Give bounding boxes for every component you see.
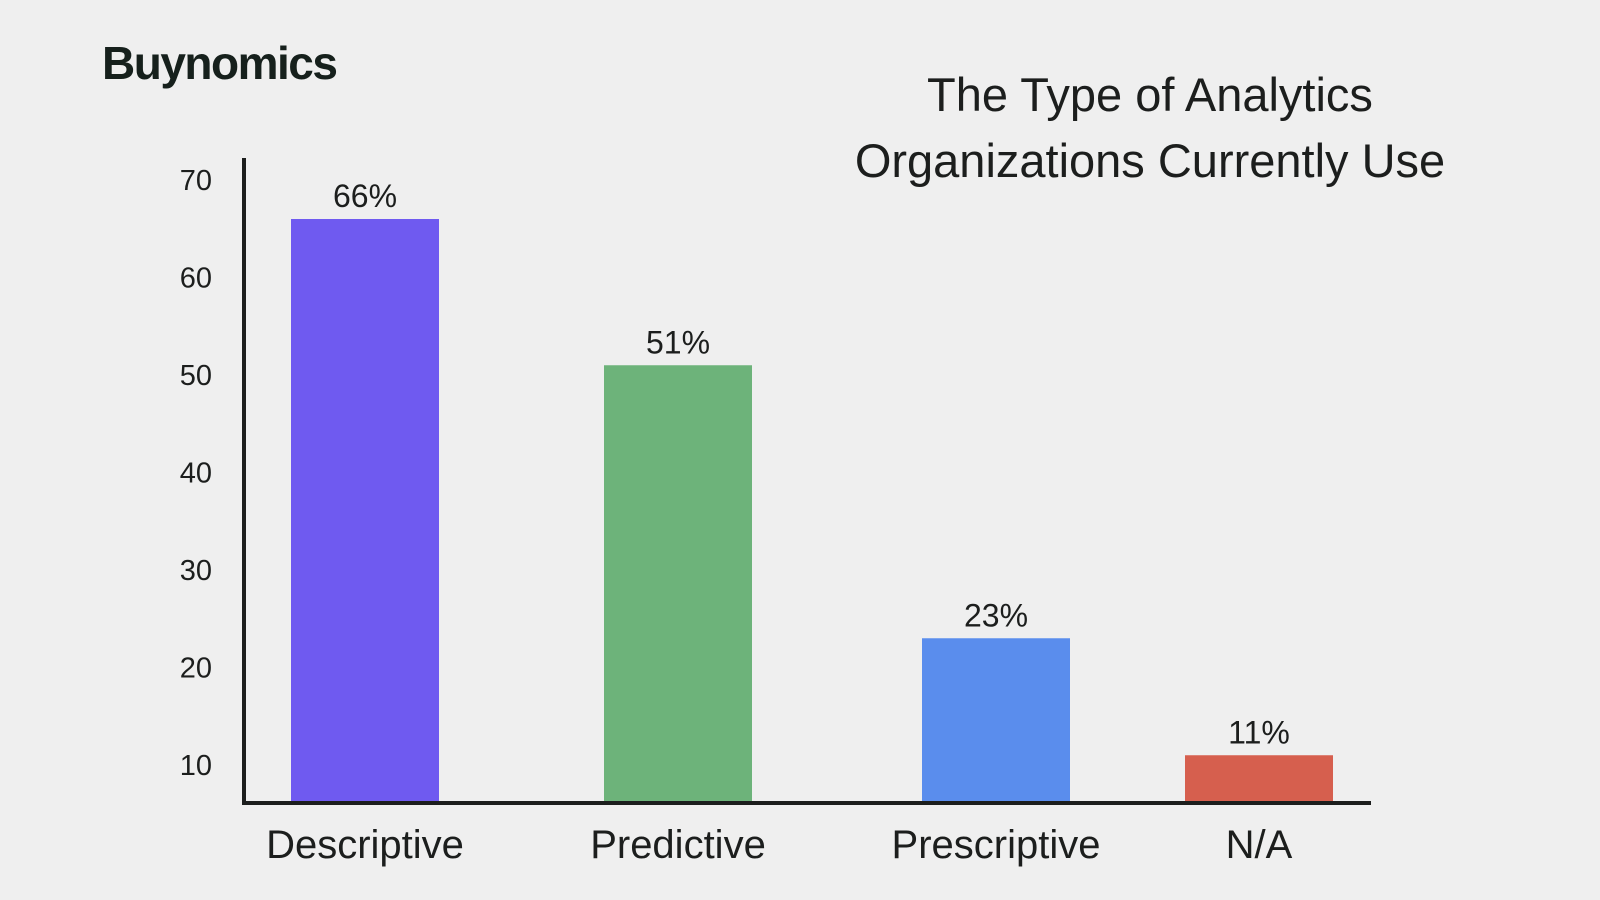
x-tick-label: Descriptive — [266, 823, 464, 867]
chart-title: The Type of Analytics Organizations Curr… — [790, 62, 1510, 194]
x-tick-label: N/A — [1226, 823, 1293, 867]
bar-value-label: 66% — [333, 178, 397, 214]
bar-descriptive — [291, 219, 439, 801]
y-axis-ticks: 10 20 30 40 50 60 70 — [180, 165, 212, 782]
y-tick-label: 50 — [180, 360, 212, 392]
y-tick-label: 60 — [180, 263, 212, 295]
bar-value-label: 51% — [646, 324, 710, 360]
y-tick-label: 30 — [180, 555, 212, 587]
y-tick-label: 70 — [180, 165, 212, 197]
x-axis-labels: Descriptive Predictive Prescriptive N/A — [266, 823, 1293, 867]
y-tick-label: 40 — [180, 458, 212, 490]
bar-value-label: 23% — [964, 597, 1028, 633]
bar-value-label: 11% — [1228, 714, 1290, 750]
x-tick-label: Predictive — [590, 823, 766, 867]
bar-prescriptive — [922, 638, 1070, 801]
y-tick-label: 10 — [180, 750, 212, 782]
value-labels: 66% 51% 23% 11% — [333, 178, 1290, 750]
bar-predictive — [604, 365, 752, 801]
bar-n-a — [1185, 755, 1333, 801]
x-tick-label: Prescriptive — [892, 823, 1101, 867]
bars — [291, 219, 1333, 801]
y-tick-label: 20 — [180, 653, 212, 685]
brand-logo: Buynomics — [102, 37, 338, 89]
chart-title-line-2: Organizations Currently Use — [854, 134, 1446, 187]
chart-title-line-1: The Type of Analytics — [927, 68, 1373, 121]
